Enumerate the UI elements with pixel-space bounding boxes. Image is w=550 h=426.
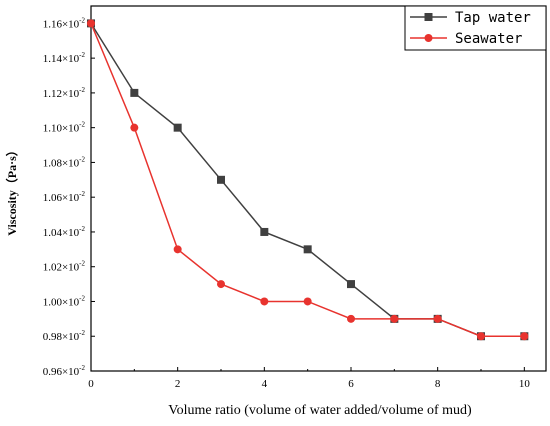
y-tick-label: 1.04×10-2 — [43, 225, 86, 239]
x-tick-label: 8 — [435, 378, 441, 390]
x-tick-label: 2 — [175, 378, 181, 390]
legend-tap-water-label: Tap water — [455, 10, 531, 26]
y-tick-exponent: -2 — [79, 51, 85, 59]
x-tick-label: 10 — [519, 378, 531, 390]
seawater-point — [433, 314, 442, 323]
seawater-point — [217, 280, 225, 289]
y-tick-times: ×10 — [62, 366, 80, 378]
y-tick-label: 0.98×10-2 — [43, 329, 86, 343]
x-tick-label: 4 — [262, 378, 268, 390]
y-tick-exponent: -2 — [79, 121, 85, 129]
x-axis-title: Volume ratio (volume of water added/volu… — [168, 403, 472, 418]
seawater-point — [303, 297, 312, 306]
y-tick-times: ×10 — [62, 192, 80, 204]
seawater-point — [477, 332, 485, 341]
tap-water-point — [260, 227, 269, 236]
y-tick-label: 0.96×10-2 — [43, 364, 86, 378]
y-tick-mantissa: 1.12 — [43, 88, 62, 100]
y-tick-exponent: -2 — [79, 294, 85, 302]
y-tick-times: ×10 — [62, 227, 80, 239]
y-tick-times: ×10 — [62, 262, 80, 274]
y-tick-label: 1.10×10-2 — [43, 121, 86, 135]
y-tick-exponent: -2 — [79, 364, 85, 372]
legend-seawater-marker — [424, 34, 433, 42]
seawater-point — [347, 314, 355, 323]
series-layer — [87, 19, 529, 341]
seawater-point — [173, 245, 182, 254]
y-tick-exponent: -2 — [79, 16, 85, 24]
y-tick-times: ×10 — [62, 18, 80, 30]
seawater-point — [130, 123, 139, 132]
legend-tap-water-marker — [424, 13, 433, 21]
y-tick-mantissa: 1.02 — [43, 262, 62, 274]
y-tick-exponent: -2 — [79, 329, 85, 337]
y-tick-label: 1.06×10-2 — [43, 190, 86, 204]
y-tick-exponent: -2 — [79, 86, 85, 94]
y-tick-times: ×10 — [62, 123, 80, 135]
seawater-point — [390, 314, 399, 323]
y-tick-times: ×10 — [62, 331, 80, 343]
x-axis-ticks: 0 2 4 6 8 10 — [88, 367, 530, 390]
series-line-tap-water — [90, 22, 525, 337]
y-tick-mantissa: 0.96 — [43, 366, 63, 378]
y-tick-label: 1.12×10-2 — [43, 86, 86, 100]
y-tick-times: ×10 — [62, 296, 80, 308]
y-tick-label: 1.00×10-2 — [43, 294, 86, 308]
plot-frame — [90, 5, 547, 372]
y-tick-label: 1.08×10-2 — [43, 155, 86, 169]
y-tick-mantissa: 1.16 — [43, 18, 63, 30]
y-tick-mantissa: 0.98 — [43, 331, 63, 343]
x-tick-label: 0 — [88, 378, 94, 390]
y-tick-times: ×10 — [62, 88, 80, 100]
y-axis-ticks: 0.96×10-20.98×10-21.00×10-21.02×10-21.04… — [43, 16, 95, 378]
y-tick-exponent: -2 — [79, 260, 85, 268]
y-tick-label: 1.02×10-2 — [43, 260, 86, 274]
y-tick-mantissa: 1.06 — [43, 192, 63, 204]
tap-water-point — [173, 123, 182, 132]
y-axis-title: Viscosity（Pa·s） — [4, 144, 19, 236]
series-line-seawater — [90, 23, 525, 337]
seawater-point — [520, 332, 529, 341]
tap-water-point — [303, 245, 312, 254]
y-tick-label: 1.16×10-2 — [43, 16, 86, 30]
y-tick-mantissa: 1.00 — [43, 296, 63, 308]
y-tick-mantissa: 1.08 — [43, 157, 63, 169]
y-tick-exponent: -2 — [79, 190, 85, 198]
seawater-point — [260, 297, 269, 306]
y-tick-times: ×10 — [62, 157, 80, 169]
y-tick-mantissa: 1.14 — [43, 53, 63, 65]
seawater-point — [87, 19, 95, 28]
y-tick-times: ×10 — [62, 53, 80, 65]
tap-water-point — [130, 88, 139, 97]
y-tick-exponent: -2 — [79, 155, 85, 163]
x-tick-label: 6 — [348, 378, 354, 390]
tap-water-point — [217, 175, 225, 184]
tap-water-point — [347, 280, 355, 289]
y-tick-exponent: -2 — [79, 225, 85, 233]
y-tick-mantissa: 1.04 — [43, 227, 63, 239]
y-tick-label: 1.14×10-2 — [43, 51, 86, 65]
legend-seawater-label: Seawater — [455, 31, 522, 47]
y-tick-mantissa: 1.10 — [43, 123, 63, 135]
legend: Tap water Seawater — [404, 5, 547, 51]
